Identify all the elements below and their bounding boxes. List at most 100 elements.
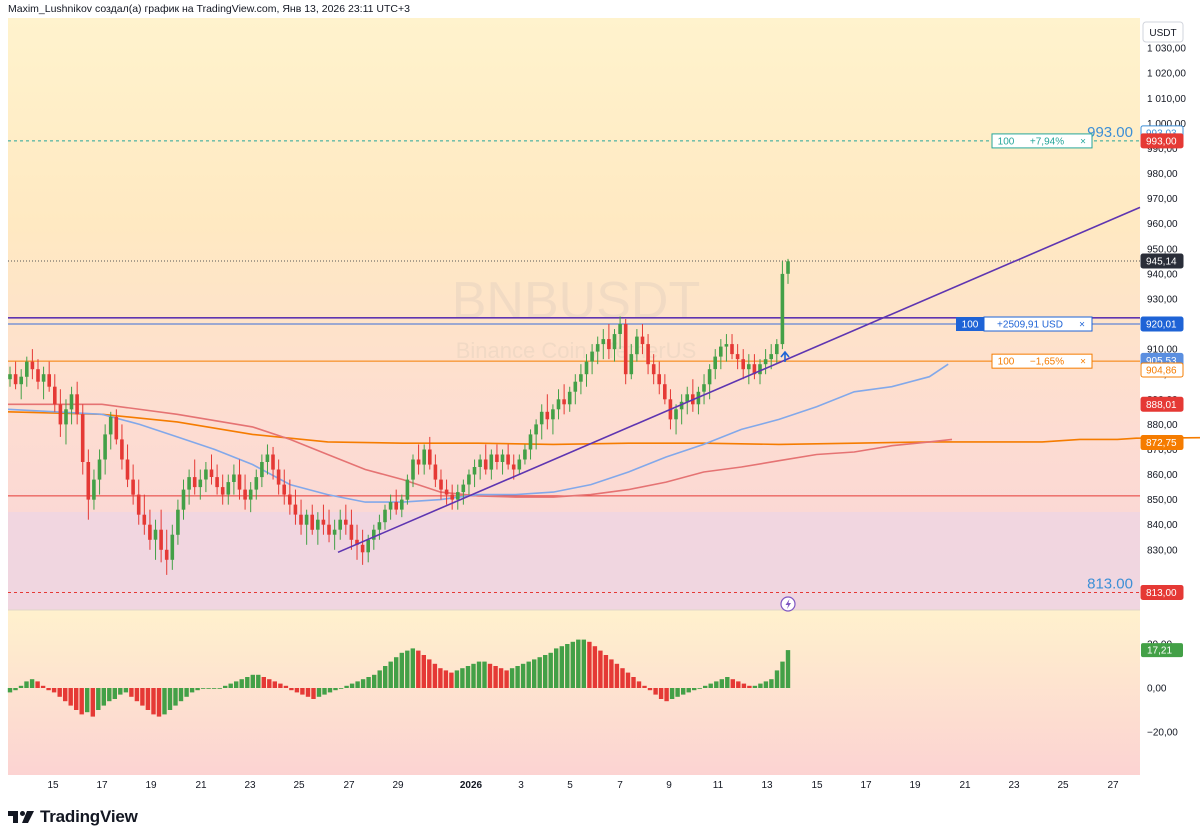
candle-body — [30, 361, 35, 370]
osc-bar — [631, 677, 636, 688]
candle — [271, 446, 275, 480]
osc-bar — [156, 688, 162, 717]
buy-arrow-icon — [780, 350, 790, 362]
candle-body — [456, 492, 460, 500]
candle — [388, 494, 393, 520]
candle — [657, 361, 661, 395]
position-qty-bg — [956, 317, 984, 332]
candle-body — [209, 469, 214, 477]
osc-bar — [399, 652, 404, 688]
y-tick-label: 980,00 — [1147, 169, 1178, 180]
candle-body — [702, 384, 706, 392]
x-tick-label: 19 — [909, 780, 921, 791]
candle — [730, 334, 734, 360]
osc-bar — [471, 663, 476, 688]
candle — [215, 464, 219, 495]
candle-body — [478, 459, 482, 467]
candle — [64, 399, 68, 445]
osc-bar — [625, 672, 631, 688]
osc-bar — [416, 650, 421, 688]
candle — [142, 494, 147, 535]
candle — [663, 374, 667, 405]
y-tick-label: 870,00 — [1147, 445, 1178, 456]
candle — [724, 334, 729, 362]
alert-icon[interactable] — [780, 596, 796, 612]
osc-bar — [708, 683, 713, 688]
candle-body — [355, 539, 359, 545]
osc-bar — [554, 648, 559, 688]
candle-body — [327, 524, 331, 535]
osc-last-tag-label: 17,21 — [1147, 646, 1172, 657]
osc-bar — [195, 688, 200, 691]
osc-bar — [57, 688, 62, 697]
candle-body — [618, 324, 622, 334]
candle-body — [741, 359, 745, 370]
position-box — [991, 133, 1093, 149]
candle-body — [388, 502, 393, 510]
candle-body — [198, 479, 203, 488]
y-tick-label: 1 020,00 — [1147, 69, 1186, 80]
candle — [360, 529, 365, 565]
candle — [131, 464, 135, 505]
price-tag: 888,01 — [1140, 396, 1184, 412]
x-tick-label: 17 — [96, 780, 108, 791]
currency-button[interactable]: USDT — [1142, 21, 1184, 43]
osc-bar — [211, 688, 217, 689]
candle-body — [400, 499, 404, 510]
candle — [411, 454, 415, 488]
candle — [108, 411, 113, 450]
candle — [282, 469, 286, 505]
price-tag-bg — [1140, 316, 1184, 332]
time-axis[interactable]: 15 17 19 21 23 25 27 29 2026 3 5 7 9 11 13 15 17 19 21 23 25… — [47, 780, 1119, 791]
candle — [472, 459, 477, 488]
candle-body — [237, 474, 242, 490]
chart-frame[interactable]: BNBUSDT Binance Coin / TetherUS 993.00 81… — [0, 18, 1200, 797]
price-tag-label: 888,01 — [1146, 400, 1177, 411]
candle — [528, 429, 533, 460]
candle-body — [590, 351, 594, 362]
osc-bar — [228, 683, 233, 688]
x-tick-label: 27 — [343, 780, 355, 791]
x-tick-label: 5 — [567, 780, 573, 791]
candle — [511, 454, 516, 480]
osc-bar — [669, 688, 675, 699]
osc-bar — [725, 677, 730, 688]
tradingview-logo[interactable]: TradingView — [8, 805, 138, 829]
candle — [58, 389, 63, 437]
x-tick-label: 11 — [713, 780, 724, 791]
candle — [506, 444, 510, 470]
candle-body — [372, 529, 376, 540]
candle-body — [248, 489, 253, 500]
candle-body — [80, 414, 85, 462]
osc-bar — [322, 688, 327, 695]
y-tick-label: 830,00 — [1147, 545, 1178, 556]
tradingview-logo-text: TradingView — [40, 807, 138, 826]
candle-body — [36, 369, 40, 382]
price-axis[interactable]: 830,00840,00850,00860,00870,00880,00890,… — [1141, 44, 1186, 739]
candle — [416, 444, 421, 475]
candle-body — [338, 519, 342, 530]
chart-canvas[interactable]: BNBUSDT Binance Coin / TetherUS 993.00 81… — [0, 18, 1200, 797]
position-label[interactable]: 100 −1,65% × — [991, 353, 1093, 369]
candle-body — [735, 354, 740, 360]
candle-body — [635, 336, 639, 355]
candle-body — [120, 439, 124, 460]
candle-body — [383, 509, 387, 523]
horizontal-levels[interactable]: 993.00 813.00 — [8, 124, 1140, 593]
position-label[interactable]: 100 +2509,91 USD × — [956, 316, 1093, 332]
position-label[interactable]: 100 +7,94% × — [991, 133, 1093, 149]
candle-body — [663, 384, 667, 400]
osc-bar — [316, 688, 322, 697]
position-box — [991, 353, 1093, 369]
candle — [752, 354, 757, 380]
candle — [500, 449, 505, 475]
osc-bar — [162, 688, 167, 715]
osc-bar — [493, 666, 498, 688]
candle — [405, 474, 410, 505]
candle — [260, 454, 264, 488]
candle — [579, 364, 583, 395]
candle — [394, 489, 398, 515]
osc-bar — [184, 688, 189, 697]
trendline-group[interactable] — [337, 206, 1141, 554]
position-labels[interactable]: 100 +7,94% × 100 +2509,91 USD × 100 −1,65% × — [956, 133, 1093, 369]
